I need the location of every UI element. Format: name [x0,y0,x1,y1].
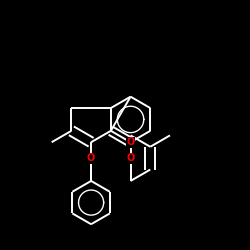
Text: O: O [126,137,135,147]
Text: O: O [87,153,95,163]
Text: O: O [126,153,135,163]
